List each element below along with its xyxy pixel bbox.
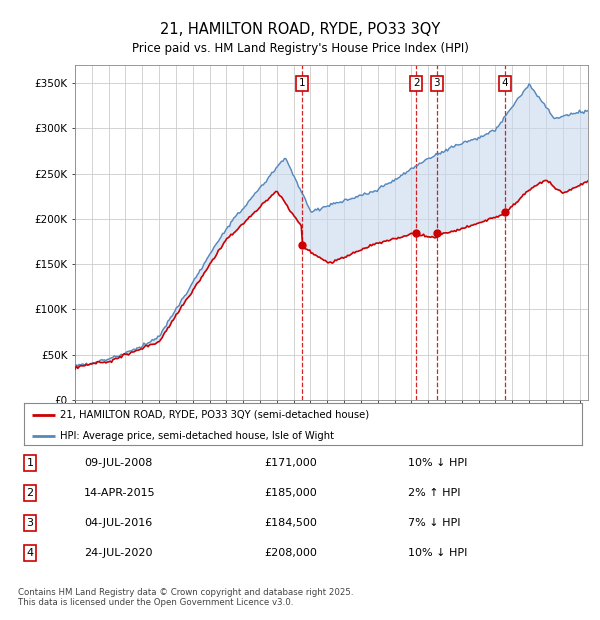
Text: 3: 3 (26, 518, 34, 528)
Text: Contains HM Land Registry data © Crown copyright and database right 2025.
This d: Contains HM Land Registry data © Crown c… (18, 588, 353, 608)
Text: 1: 1 (26, 458, 34, 468)
Text: 10% ↓ HPI: 10% ↓ HPI (408, 458, 467, 468)
Text: 04-JUL-2016: 04-JUL-2016 (84, 518, 152, 528)
Text: 7% ↓ HPI: 7% ↓ HPI (408, 518, 461, 528)
Text: 10% ↓ HPI: 10% ↓ HPI (408, 548, 467, 558)
Text: 4: 4 (26, 548, 34, 558)
Text: 21, HAMILTON ROAD, RYDE, PO33 3QY (semi-detached house): 21, HAMILTON ROAD, RYDE, PO33 3QY (semi-… (60, 410, 370, 420)
Text: £185,000: £185,000 (264, 488, 317, 498)
Text: 09-JUL-2008: 09-JUL-2008 (84, 458, 152, 468)
Text: 24-JUL-2020: 24-JUL-2020 (84, 548, 152, 558)
Text: £208,000: £208,000 (264, 548, 317, 558)
Text: 2% ↑ HPI: 2% ↑ HPI (408, 488, 461, 498)
Text: 14-APR-2015: 14-APR-2015 (84, 488, 155, 498)
Text: £171,000: £171,000 (264, 458, 317, 468)
Text: 4: 4 (502, 78, 508, 89)
Text: 21, HAMILTON ROAD, RYDE, PO33 3QY: 21, HAMILTON ROAD, RYDE, PO33 3QY (160, 22, 440, 37)
Text: 2: 2 (413, 78, 419, 89)
Text: 1: 1 (299, 78, 306, 89)
Text: HPI: Average price, semi-detached house, Isle of Wight: HPI: Average price, semi-detached house,… (60, 431, 334, 441)
Text: Price paid vs. HM Land Registry's House Price Index (HPI): Price paid vs. HM Land Registry's House … (131, 42, 469, 55)
Text: £184,500: £184,500 (264, 518, 317, 528)
Text: 3: 3 (433, 78, 440, 89)
Text: 2: 2 (26, 488, 34, 498)
